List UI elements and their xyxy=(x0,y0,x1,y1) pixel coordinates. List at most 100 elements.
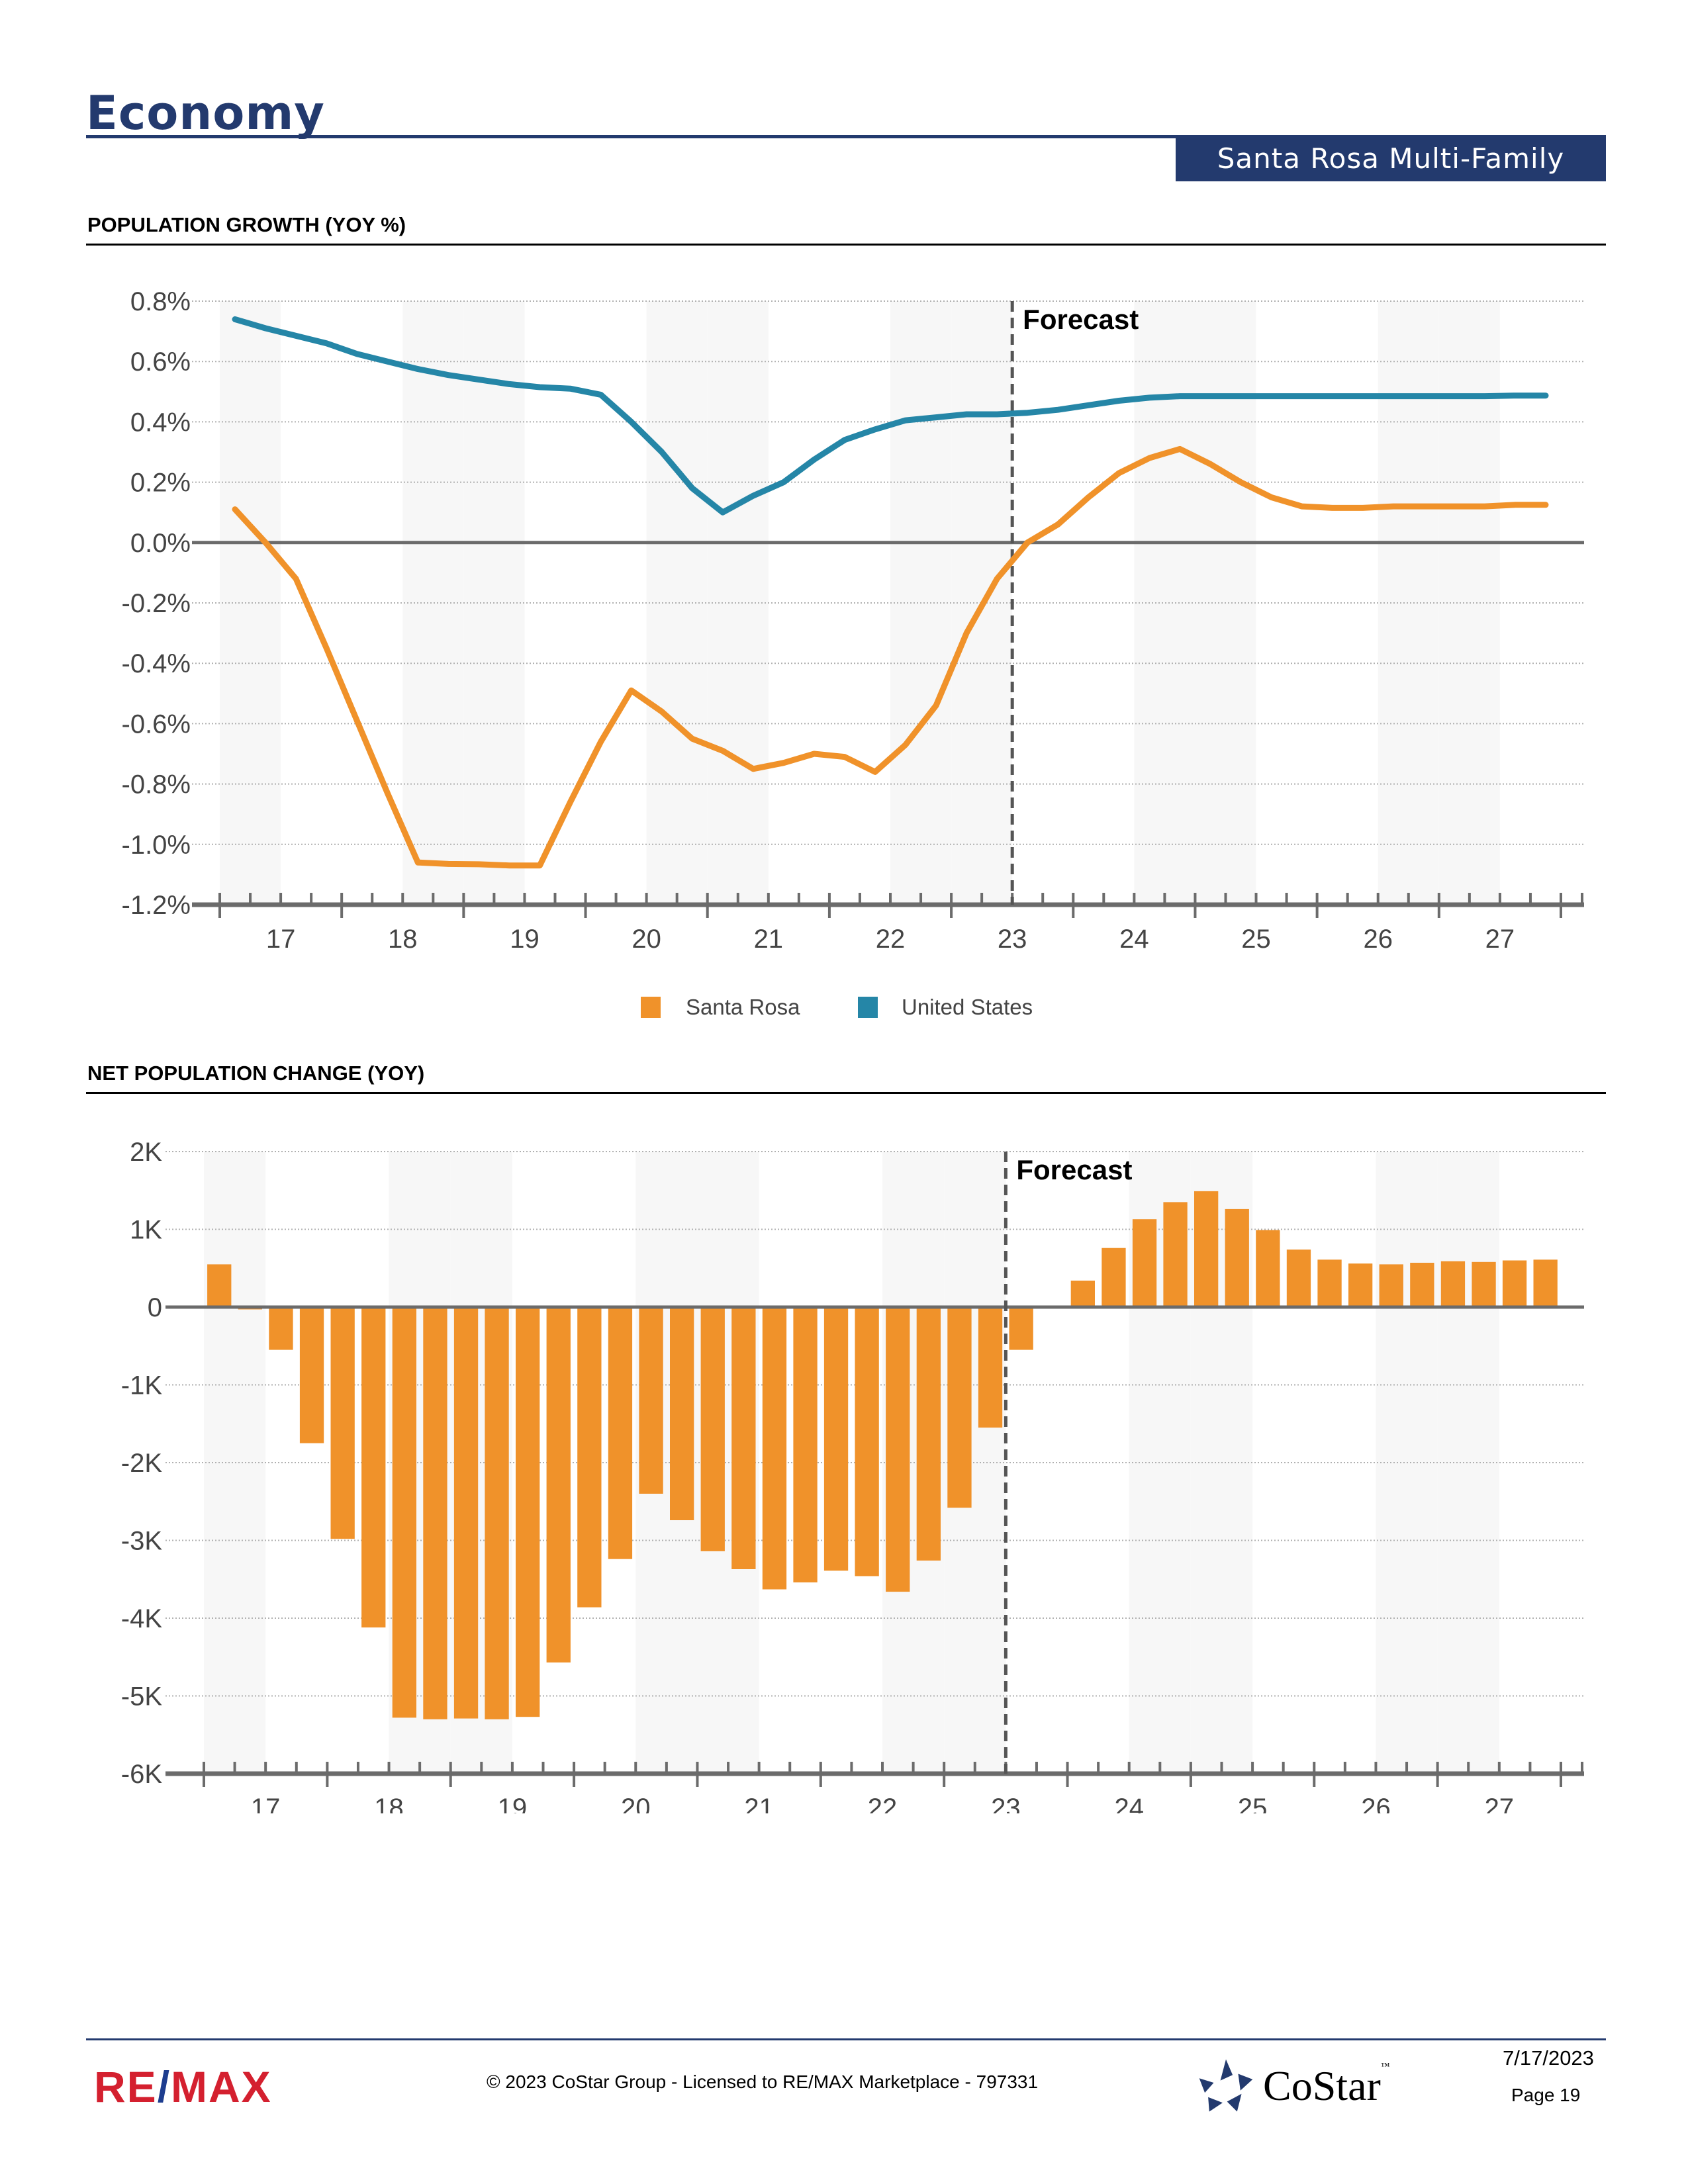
bar xyxy=(1102,1248,1126,1307)
bar xyxy=(670,1307,694,1520)
copyright-text: © 2023 CoStar Group - Licensed to RE/MAX… xyxy=(487,2071,1039,2092)
bar xyxy=(1163,1202,1188,1307)
x-tick-label: 27 xyxy=(1485,925,1515,954)
bar xyxy=(1317,1259,1342,1307)
x-tick-label: 27 xyxy=(1485,1794,1515,1813)
bar xyxy=(855,1307,879,1576)
net-population-title: NET POPULATION CHANGE (YOY) xyxy=(87,1062,425,1085)
x-tick-label: 21 xyxy=(754,925,784,954)
x-tick-label: 26 xyxy=(1363,925,1393,954)
x-axis xyxy=(165,1762,1584,1787)
forecast-marker: Forecast xyxy=(1004,1152,1132,1774)
x-tick-label: 24 xyxy=(1114,1794,1144,1813)
y-tick-label: 0.4% xyxy=(130,408,191,437)
x-tick-label: 22 xyxy=(868,1794,898,1813)
bar xyxy=(546,1307,571,1662)
bar xyxy=(516,1307,540,1717)
series-line-united-states xyxy=(232,316,1549,516)
legend-swatch-united-states xyxy=(858,997,878,1018)
x-tick-label: 26 xyxy=(1361,1794,1391,1813)
year-band xyxy=(1378,301,1439,905)
bar xyxy=(947,1307,972,1508)
bar xyxy=(577,1307,602,1608)
y-tick-label: -6K xyxy=(121,1760,163,1789)
remax-logo-max: MAX xyxy=(171,2062,272,2111)
y-axis-labels: 2K 1K 0 -1K -2K -3K -4K -5K -6K xyxy=(121,1138,163,1789)
bar xyxy=(886,1307,910,1592)
page-title: Economy xyxy=(86,86,325,140)
bar xyxy=(207,1264,232,1307)
year-band xyxy=(707,301,769,905)
y-tick-label: 0 xyxy=(148,1293,162,1322)
y-tick-label: -5K xyxy=(121,1682,163,1711)
y-tick-label: 0.2% xyxy=(130,469,191,498)
bar xyxy=(639,1307,663,1494)
x-tick-label: 20 xyxy=(621,1794,651,1813)
x-tick-label: 25 xyxy=(1238,1794,1268,1813)
x-tick-label: 18 xyxy=(388,925,418,954)
bar xyxy=(299,1307,324,1443)
bar xyxy=(1009,1307,1033,1350)
bar xyxy=(916,1307,941,1561)
legend-label-united-states: United States xyxy=(902,995,1033,1019)
bar xyxy=(1533,1259,1558,1307)
report-date: 7/17/2023 xyxy=(1503,2046,1594,2070)
y-tick-label: -0.2% xyxy=(122,589,191,618)
x-tick-label: 21 xyxy=(744,1794,774,1813)
bar xyxy=(269,1307,293,1350)
bar xyxy=(1194,1191,1219,1307)
bar xyxy=(1225,1208,1249,1307)
bar xyxy=(700,1307,725,1551)
year-band xyxy=(220,301,281,905)
bar xyxy=(453,1307,479,1719)
bar xyxy=(1379,1264,1403,1307)
y-tick-label: -1.0% xyxy=(122,831,191,860)
series-line-santa-rosa xyxy=(232,445,1549,869)
forecast-label: Forecast xyxy=(1016,1154,1132,1185)
y-tick-label: 0.0% xyxy=(130,529,191,558)
gridlines xyxy=(192,300,1584,845)
bar xyxy=(423,1307,447,1719)
x-tick-label: 20 xyxy=(632,925,661,954)
bar xyxy=(731,1307,756,1569)
forecast-label: Forecast xyxy=(1023,304,1139,335)
bar xyxy=(1502,1260,1527,1307)
series-lines xyxy=(232,316,1549,869)
y-tick-label: 0.6% xyxy=(130,347,191,377)
legend-label-santa-rosa: Santa Rosa xyxy=(686,995,800,1019)
bar xyxy=(485,1307,509,1719)
x-tick-label: 19 xyxy=(510,925,539,954)
bar xyxy=(1070,1281,1095,1307)
x-tick-label: 17 xyxy=(251,1794,281,1813)
y-tick-label: -0.4% xyxy=(122,649,191,678)
remax-logo-slash: / xyxy=(157,2062,171,2111)
year-band xyxy=(1437,1152,1499,1774)
population-growth-title: POPULATION GROWTH (YOY %) xyxy=(87,213,406,236)
costar-star-icon xyxy=(1199,2059,1253,2112)
x-tick-label: 25 xyxy=(1241,925,1271,954)
y-tick-label: -0.8% xyxy=(122,770,191,799)
net-population-chart: 2K 1K 0 -1K -2K -3K -4K -5K -6K 17 18 19 20 21 22 23 24… xyxy=(121,1138,1584,1813)
section-rule xyxy=(86,244,1606,246)
page-number: Page 19 xyxy=(1511,2085,1581,2105)
y-tick-label: 2K xyxy=(130,1138,162,1167)
x-tick-label: 22 xyxy=(876,925,906,954)
bar xyxy=(608,1307,633,1559)
title-rule xyxy=(86,135,1606,138)
y-tick-label: -1K xyxy=(121,1371,163,1400)
x-tick-label: 24 xyxy=(1119,925,1149,954)
y-tick-label: 0.8% xyxy=(130,287,191,316)
bar xyxy=(330,1307,355,1539)
bar xyxy=(1410,1263,1434,1307)
bar xyxy=(392,1307,416,1718)
x-tick-label: 19 xyxy=(498,1794,528,1813)
y-tick-label: -1.2% xyxy=(122,891,191,920)
bar xyxy=(1472,1261,1496,1307)
y-tick-label: -0.6% xyxy=(122,709,191,739)
x-axis-labels: 17 18 19 20 21 22 23 24 25 26 27 xyxy=(251,1794,1514,1813)
x-tick-label: 17 xyxy=(266,925,296,954)
y-tick-label: 1K xyxy=(130,1216,162,1245)
forecast-marker: Forecast xyxy=(1010,301,1139,905)
bar xyxy=(793,1307,818,1582)
y-tick-label: -2K xyxy=(121,1449,163,1478)
